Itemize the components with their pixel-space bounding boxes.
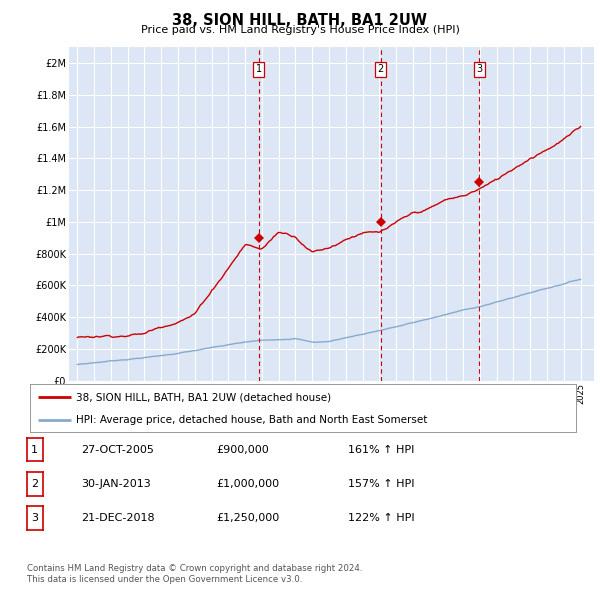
Text: 161% ↑ HPI: 161% ↑ HPI: [348, 445, 415, 454]
Text: 21-DEC-2018: 21-DEC-2018: [81, 513, 155, 523]
Text: 1: 1: [31, 445, 38, 454]
Text: 3: 3: [31, 513, 38, 523]
Text: Contains HM Land Registry data © Crown copyright and database right 2024.: Contains HM Land Registry data © Crown c…: [27, 565, 362, 573]
Text: HPI: Average price, detached house, Bath and North East Somerset: HPI: Average price, detached house, Bath…: [76, 415, 428, 425]
Text: This data is licensed under the Open Government Licence v3.0.: This data is licensed under the Open Gov…: [27, 575, 302, 584]
Text: 2: 2: [377, 64, 384, 74]
Text: 27-OCT-2005: 27-OCT-2005: [81, 445, 154, 454]
Text: 3: 3: [476, 64, 482, 74]
Text: 2: 2: [31, 479, 38, 489]
Text: £900,000: £900,000: [216, 445, 269, 454]
Text: Price paid vs. HM Land Registry's House Price Index (HPI): Price paid vs. HM Land Registry's House …: [140, 25, 460, 35]
Text: 1: 1: [256, 64, 262, 74]
Text: 30-JAN-2013: 30-JAN-2013: [81, 479, 151, 489]
Text: £1,000,000: £1,000,000: [216, 479, 279, 489]
Text: £1,250,000: £1,250,000: [216, 513, 279, 523]
Text: 38, SION HILL, BATH, BA1 2UW: 38, SION HILL, BATH, BA1 2UW: [173, 13, 427, 28]
Text: 38, SION HILL, BATH, BA1 2UW (detached house): 38, SION HILL, BATH, BA1 2UW (detached h…: [76, 392, 332, 402]
Text: 122% ↑ HPI: 122% ↑ HPI: [348, 513, 415, 523]
Text: 157% ↑ HPI: 157% ↑ HPI: [348, 479, 415, 489]
